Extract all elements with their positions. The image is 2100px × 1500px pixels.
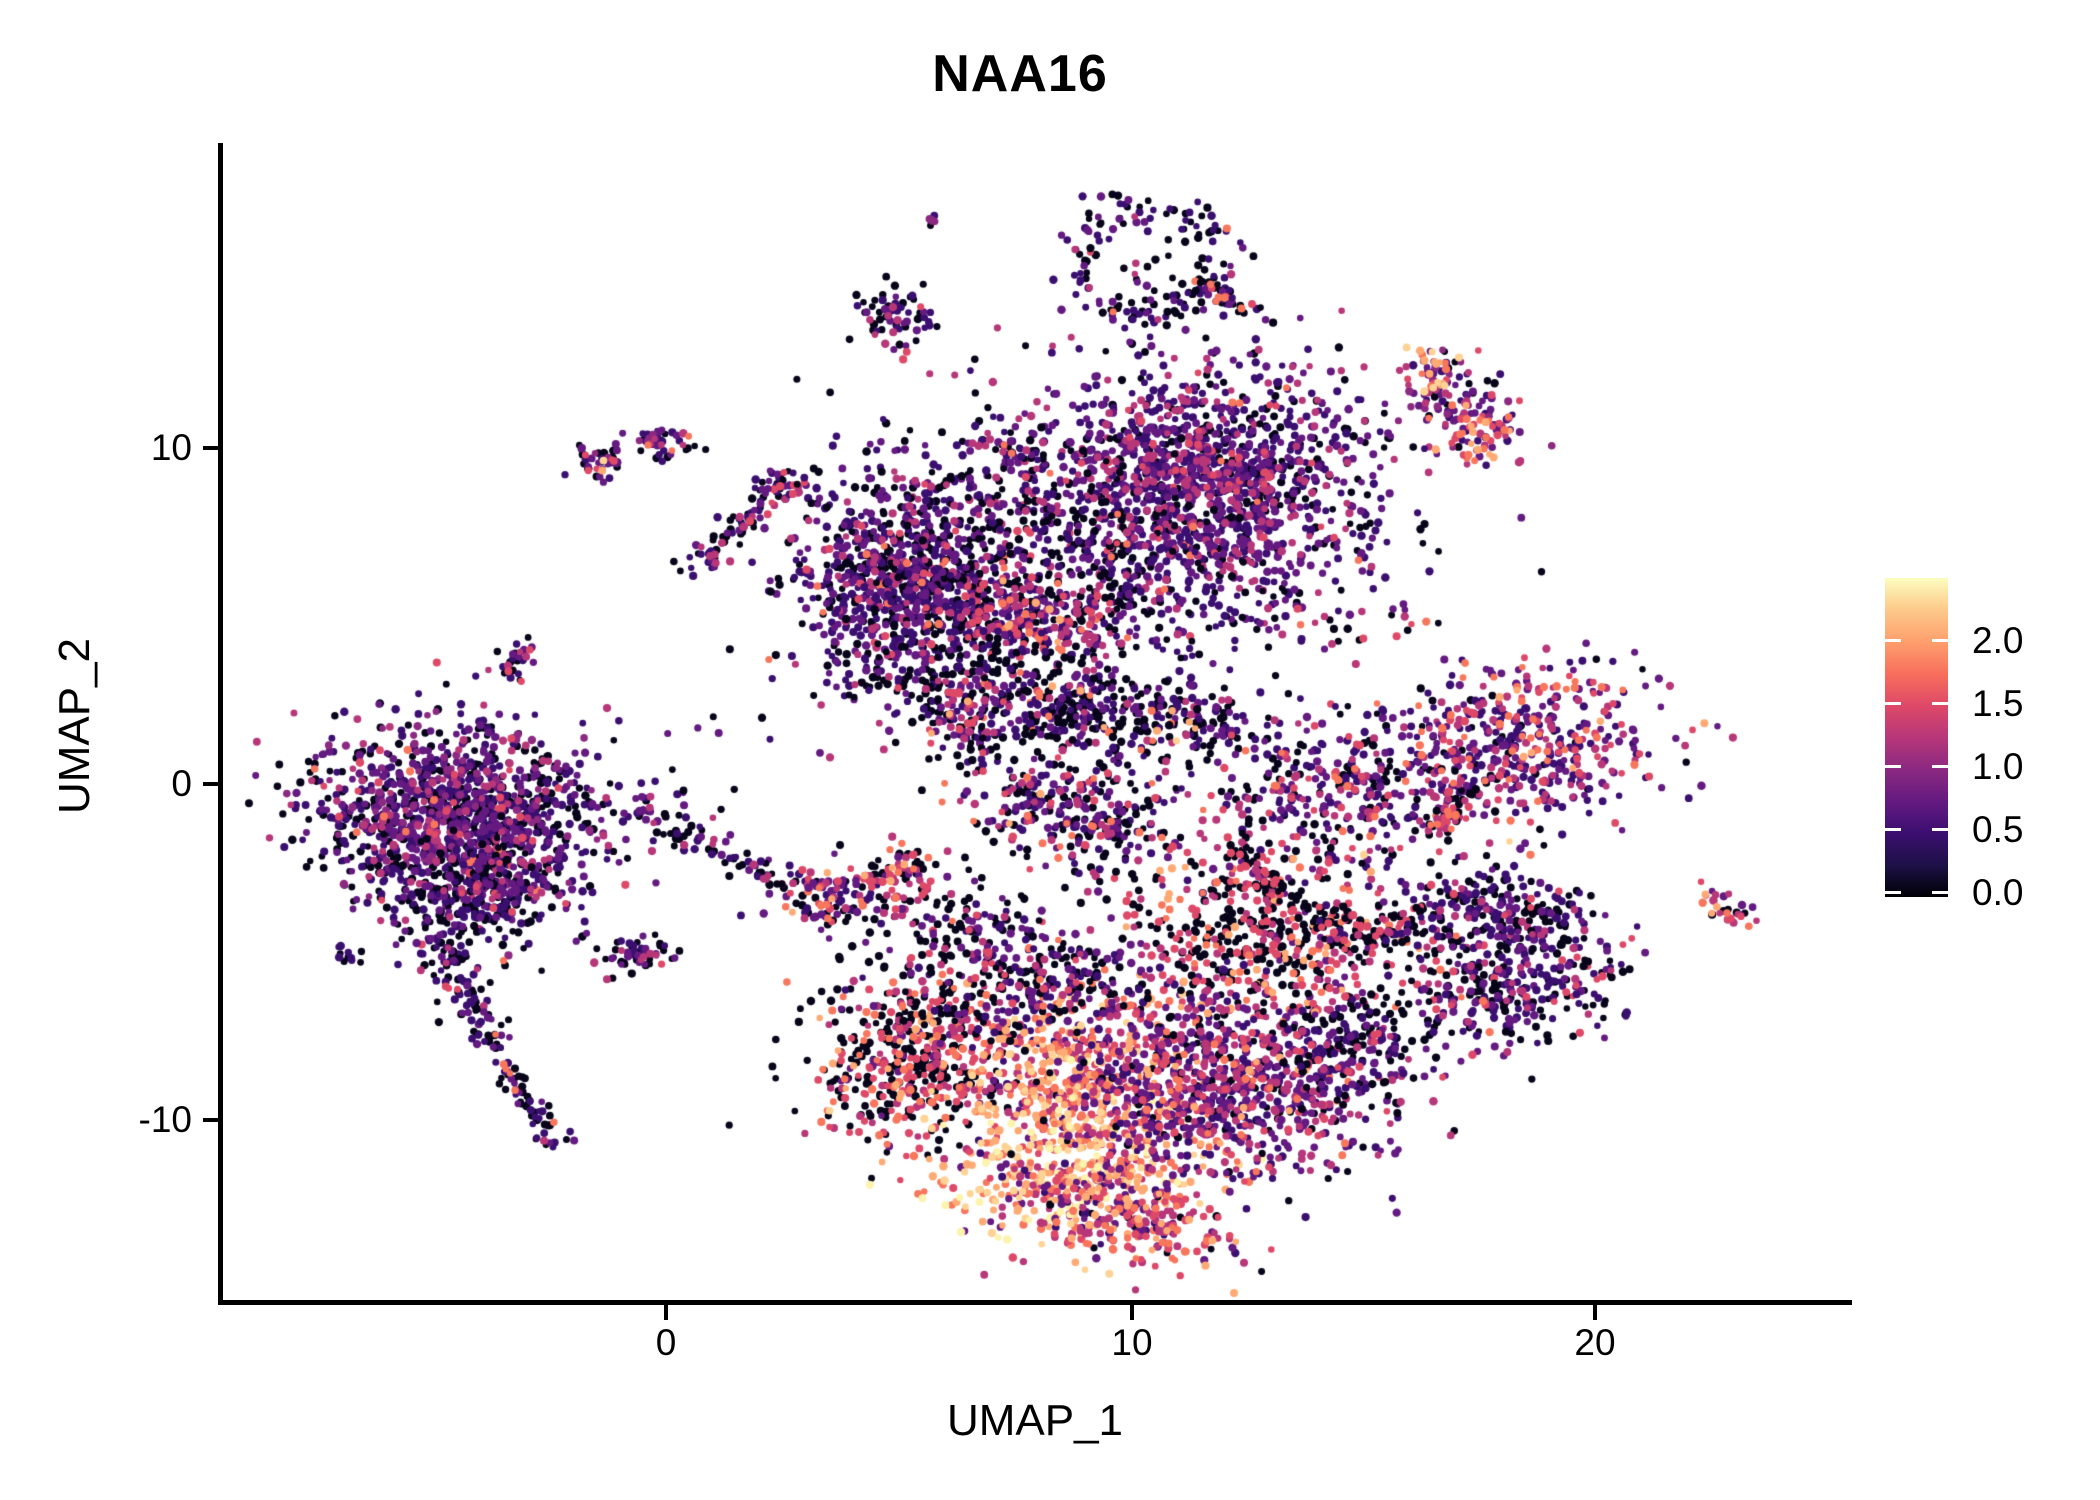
y-axis-line <box>218 143 223 1305</box>
colorbar-tick-mark <box>1932 639 1948 642</box>
colorbar <box>1885 578 1948 897</box>
colorbar-tick-mark <box>1932 765 1948 768</box>
x-tick-label-10: 10 <box>1111 1322 1153 1363</box>
colorbar-tick-mark <box>1932 702 1948 705</box>
y-axis-title: UMAP_2 <box>50 637 99 815</box>
colorbar-label-0.5: 0.5 <box>1972 809 2024 850</box>
y-tick-0 <box>203 782 218 786</box>
x-tick-10 <box>1130 1305 1134 1320</box>
colorbar-tick-mark <box>1885 891 1901 894</box>
x-tick-20 <box>1593 1305 1597 1320</box>
y-tick-neg10 <box>203 1118 218 1122</box>
colorbar-tick-mark <box>1885 765 1901 768</box>
y-tick-label-10: 10 <box>150 427 192 468</box>
colorbar-label-1.5: 1.5 <box>1972 683 2024 724</box>
colorbar-tick-mark <box>1932 891 1948 894</box>
x-axis-title: UMAP_1 <box>946 1396 1124 1445</box>
x-tick-label-0: 0 <box>655 1322 677 1363</box>
colorbar-label-1.0: 1.0 <box>1972 746 2024 787</box>
y-tick-label-0: 0 <box>171 763 192 804</box>
y-tick-label-neg10: -10 <box>138 1099 192 1140</box>
x-tick-0 <box>664 1305 668 1320</box>
chart-title: NAA16 <box>932 45 1108 103</box>
colorbar-tick-mark <box>1885 639 1901 642</box>
colorbar-tick-mark <box>1885 702 1901 705</box>
colorbar-label-0.0: 0.0 <box>1972 872 2024 913</box>
colorbar-tick-mark <box>1885 828 1901 831</box>
colorbar-tick-mark <box>1932 828 1948 831</box>
x-tick-label-20: 20 <box>1574 1322 1616 1363</box>
x-axis-line <box>218 1300 1852 1305</box>
y-tick-10 <box>203 446 218 450</box>
colorbar-label-2.0: 2.0 <box>1972 620 2024 661</box>
